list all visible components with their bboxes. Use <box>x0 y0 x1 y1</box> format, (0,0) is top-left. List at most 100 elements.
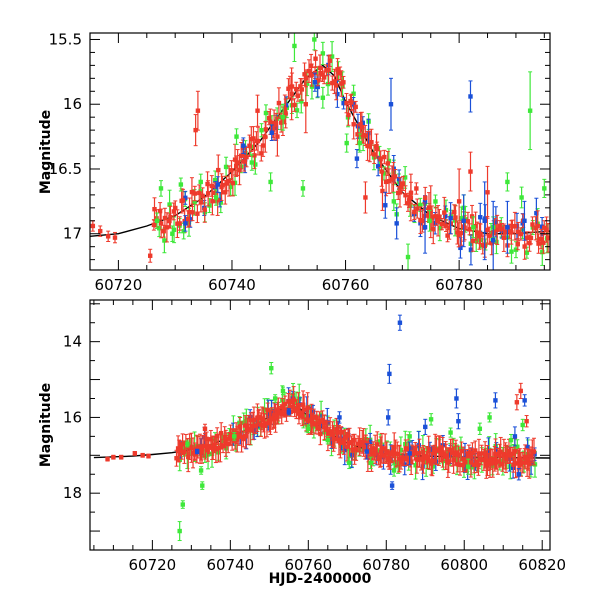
data-point-marker <box>390 449 396 454</box>
data-point-marker <box>180 502 185 507</box>
data-point-marker <box>310 409 316 415</box>
data-point-marker <box>405 201 411 206</box>
dense-point-red <box>301 394 307 425</box>
data-point-marker <box>272 396 278 401</box>
data-point-red <box>90 220 96 232</box>
data-point-green <box>519 186 524 209</box>
data-point-blue <box>386 409 391 426</box>
data-point-marker <box>334 83 339 88</box>
dense-point-green <box>263 104 269 122</box>
dense-point-red <box>263 121 269 138</box>
x-tick-label: 60780 <box>435 276 483 294</box>
data-point-marker <box>151 222 157 228</box>
dense-point-red <box>230 169 236 197</box>
data-point-marker <box>503 229 508 235</box>
data-point-marker <box>470 450 475 456</box>
data-point-marker <box>237 167 242 173</box>
data-point-marker <box>140 453 145 458</box>
data-point-marker <box>198 179 203 185</box>
x-tick-label: 60720 <box>95 276 143 294</box>
data-point-marker <box>442 210 447 215</box>
data-point-marker <box>195 108 201 113</box>
data-point-marker <box>512 434 518 439</box>
data-point-marker <box>324 68 329 73</box>
data-point-marker <box>412 209 417 215</box>
data-point-marker <box>421 457 426 462</box>
data-point-marker <box>212 442 217 448</box>
data-point-marker <box>192 452 198 457</box>
data-point-marker <box>503 456 509 462</box>
data-point-marker <box>516 229 521 234</box>
data-point-marker <box>330 432 335 437</box>
data-point-marker <box>275 134 280 139</box>
data-point-green <box>306 424 311 434</box>
data-point-marker <box>459 216 464 221</box>
data-point-blue <box>522 394 527 407</box>
dense-point-red <box>461 446 466 472</box>
data-point-marker <box>443 223 449 228</box>
data-point-marker <box>147 253 153 258</box>
panel-bottom-frame <box>89 299 551 551</box>
data-point-marker <box>494 227 500 233</box>
data-point-marker <box>491 238 496 243</box>
data-point-marker <box>381 171 387 176</box>
data-point-marker <box>398 185 404 190</box>
dense-point-red <box>400 175 406 191</box>
panel-bottom: 60720 60740 60760 60780 60800 60820 14 16 18 Mag… <box>38 299 566 587</box>
data-point-marker <box>253 162 258 167</box>
data-point-marker <box>256 415 262 420</box>
dense-point-red <box>175 209 180 238</box>
data-point-marker <box>280 404 285 410</box>
dense-point-red <box>431 214 436 245</box>
data-point-marker <box>200 193 205 199</box>
data-point-marker <box>388 102 394 107</box>
data-point-marker <box>431 227 436 232</box>
data-point-marker <box>392 459 397 465</box>
dense-point-red <box>292 98 297 112</box>
data-point-marker <box>509 451 515 457</box>
data-point-marker <box>535 223 540 229</box>
data-point-marker <box>522 244 527 249</box>
data-point-marker <box>471 462 477 467</box>
data-point-marker <box>422 225 428 230</box>
data-point-marker <box>494 447 499 452</box>
data-point-marker <box>433 199 438 204</box>
data-point-marker <box>394 221 399 226</box>
dense-point-red <box>494 214 500 245</box>
dense-point-red <box>327 54 333 67</box>
data-point-marker <box>300 402 306 407</box>
dense-point-red <box>430 445 435 477</box>
panel-bottom-ticklabels: 60720 60740 60760 60780 60800 60820 14 16 18 <box>63 333 566 574</box>
dense-point-red <box>386 168 392 194</box>
data-point-marker <box>164 225 170 230</box>
data-point-marker <box>484 462 489 467</box>
data-point-marker <box>493 451 498 457</box>
data-point-marker <box>408 195 414 200</box>
data-point-marker <box>391 468 397 473</box>
data-point-marker <box>520 422 525 428</box>
data-point-marker <box>367 439 373 445</box>
data-point-blue <box>448 202 453 235</box>
data-point-marker <box>487 461 493 466</box>
dense-point-red <box>224 175 229 192</box>
data-point-marker <box>493 219 499 225</box>
data-point-marker <box>524 419 529 424</box>
data-point-marker <box>177 528 182 534</box>
data-point-marker <box>235 437 240 442</box>
data-point-green <box>542 178 547 198</box>
data-point-marker <box>368 460 373 466</box>
data-point-blue <box>397 314 403 331</box>
data-point-marker <box>263 127 269 132</box>
dense-point-red <box>349 93 354 112</box>
dense-point-red <box>251 406 257 434</box>
data-point-marker <box>229 437 235 442</box>
data-point-marker <box>470 238 476 244</box>
data-point-marker <box>429 461 434 466</box>
data-point-green <box>325 435 330 445</box>
data-point-marker <box>517 456 522 461</box>
data-point-marker <box>244 154 249 160</box>
y-tick-label: 16 <box>63 95 82 113</box>
data-point-red <box>98 225 103 237</box>
data-point-marker <box>355 132 360 137</box>
data-point-marker <box>314 415 319 420</box>
